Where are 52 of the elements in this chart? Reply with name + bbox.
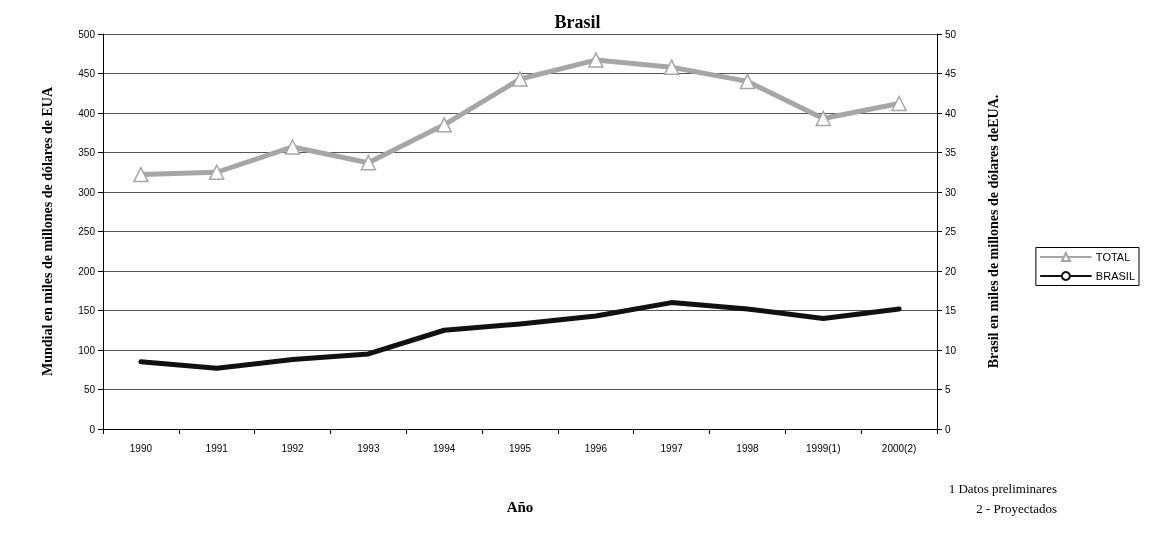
y2-tick-label: 15 [945,305,957,316]
y-tick-label: 400 [78,107,96,119]
point [436,117,452,133]
y-tick-label: 350 [78,147,96,158]
x-tick-label: 1992 [281,442,305,454]
x-tick-label: 1990 [129,442,153,454]
point [133,166,149,183]
y-tick-label: 150 [78,305,96,316]
x-tick-label: 1991 [205,442,229,454]
y-tick-label: 300 [78,186,96,198]
x-axis-title: Año [506,498,534,515]
y2-tick-label: 35 [945,147,957,158]
y2-axis-title: Brasil en miles de millones de dólares deEUA. [985,94,1001,369]
y2-tick-label: 20 [945,265,957,277]
point [739,73,756,90]
y-tick-label: 0 [89,423,96,435]
text: 1 Datos preliminares [948,481,1058,496]
y-tick-label: 200 [78,265,96,277]
chart-title: Brasil [554,12,601,32]
x-tick-label: 1995 [508,442,532,454]
text: 2 - Proyectados [976,501,1058,516]
y-tick-label: 100 [78,344,96,356]
x-tick-label: 1993 [357,442,380,454]
point [512,71,528,87]
x-tick-label: 1998 [736,442,760,454]
point [208,164,225,180]
point [891,95,907,112]
y2-tick-label: 50 [945,28,957,40]
x-tick-label: 1999(1) [806,442,841,454]
point [815,110,832,127]
y2-tick-label: 30 [945,186,957,198]
y2-tick-label: 40 [945,107,957,119]
x-tick-label: 1997 [660,442,684,454]
y2-tick-label: 25 [945,226,957,237]
y-axis-title: Mundial en miles de millones de dólares de EUA [39,86,55,377]
x-tick-label: 2000(2) [881,442,917,454]
point [284,139,301,155]
point [663,59,680,75]
y2-tick-label: 45 [945,68,957,79]
legend-label: TOTAL [1095,251,1131,263]
y-tick-label: 50 [83,384,96,395]
y2-tick-label: 5 [945,384,951,395]
y-tick-label: 250 [78,226,96,237]
y-tick-label: 450 [78,68,96,79]
point [360,155,377,171]
y2-tick-label: 10 [945,344,957,356]
point [588,52,604,68]
y-tick-label: 500 [78,28,96,40]
x-tick-label: 1994 [433,442,456,454]
legend-label: BRASIL [1095,270,1136,282]
x-tick-label: 1996 [584,442,608,454]
y2-tick-label: 0 [945,423,951,435]
